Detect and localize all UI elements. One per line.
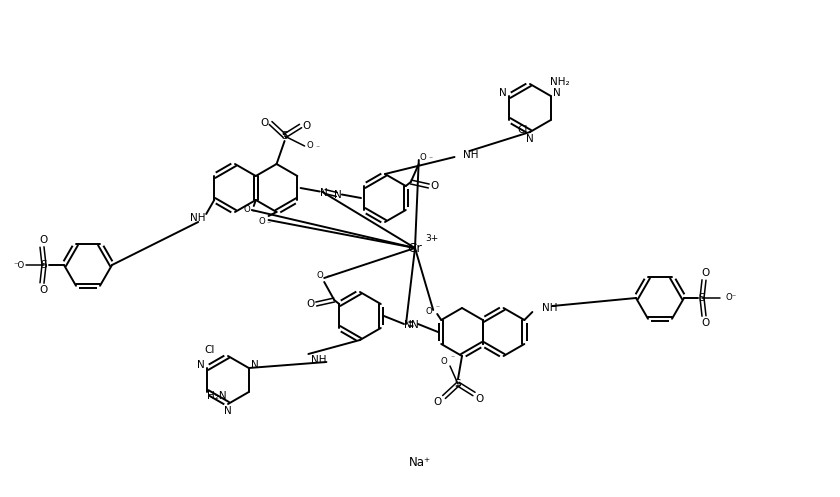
Text: O: O (306, 299, 314, 309)
Text: ⁻: ⁻ (450, 353, 454, 362)
Text: S: S (40, 260, 47, 270)
Text: S: S (699, 293, 706, 303)
Text: N: N (499, 87, 507, 97)
Text: Cr: Cr (407, 242, 423, 254)
Text: ⁻: ⁻ (326, 272, 330, 281)
Text: O: O (426, 307, 433, 316)
Text: O: O (39, 235, 47, 245)
Text: H₂N: H₂N (207, 391, 227, 401)
Text: NH: NH (464, 150, 479, 160)
Text: ⁻: ⁻ (428, 155, 433, 164)
Text: N: N (526, 134, 534, 144)
Text: Cl: Cl (205, 345, 215, 355)
Text: 3+: 3+ (425, 234, 438, 243)
Text: O⁻: O⁻ (725, 294, 736, 303)
Text: NH: NH (191, 213, 206, 223)
Text: ⁻: ⁻ (252, 209, 256, 218)
Text: N: N (411, 320, 419, 330)
Text: Na⁺: Na⁺ (409, 455, 431, 469)
Text: O: O (307, 142, 313, 151)
Text: N: N (334, 190, 342, 200)
Text: O: O (701, 268, 709, 278)
Text: O: O (39, 285, 47, 295)
Text: S: S (281, 131, 288, 141)
Text: N: N (224, 406, 232, 416)
Text: ⁻: ⁻ (435, 304, 439, 313)
Text: O: O (701, 318, 709, 328)
Text: NH₂: NH₂ (550, 77, 570, 87)
Text: O: O (258, 217, 265, 226)
Text: O: O (431, 181, 439, 191)
Text: O: O (260, 118, 269, 128)
Text: NH: NH (543, 303, 558, 313)
Text: O: O (434, 397, 442, 407)
Text: N: N (553, 87, 561, 97)
Text: O: O (419, 153, 426, 162)
Text: S: S (454, 379, 461, 389)
Text: ⁻: ⁻ (316, 144, 320, 153)
Text: ⁻O: ⁻O (13, 260, 24, 269)
Text: O: O (441, 357, 448, 366)
Text: Cl: Cl (517, 125, 528, 135)
Text: N: N (320, 187, 328, 197)
Text: O: O (317, 270, 323, 279)
Text: ⁻: ⁻ (266, 220, 270, 229)
Text: N: N (197, 359, 205, 369)
Text: O: O (476, 394, 484, 404)
Text: NH: NH (311, 355, 326, 365)
Text: O: O (244, 205, 250, 215)
Text: N: N (404, 320, 412, 330)
Text: N: N (251, 359, 259, 369)
Text: O: O (302, 121, 311, 131)
